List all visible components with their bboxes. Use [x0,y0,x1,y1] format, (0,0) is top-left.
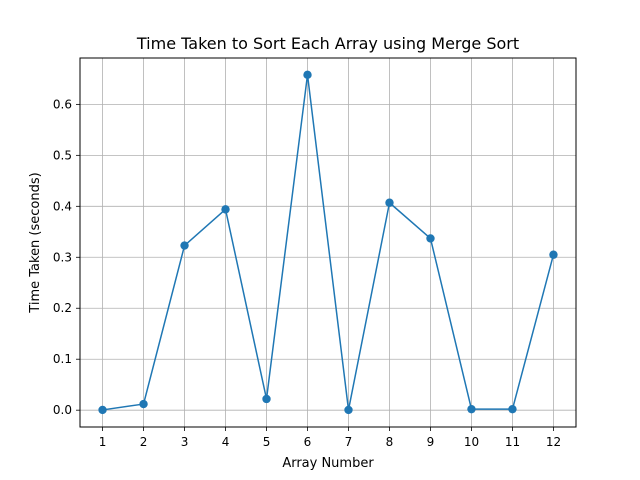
data-point-marker [549,250,558,259]
tick-layer: 1 2 3 4 5 6 7 8 9 10 11 120.00.10.20.30.40.50.6 [53,97,561,449]
y-tick-label: 0.0 [53,403,72,417]
x-tick-label: 11 [505,435,520,449]
x-tick-label: 1 [99,435,107,449]
x-tick-label: 9 [427,435,435,449]
y-tick-label: 0.3 [53,250,72,264]
data-point-marker [98,405,107,415]
data-point-marker [262,394,271,404]
series-line [102,74,555,411]
data-point-marker [180,241,189,250]
y-tick-label: 0.1 [53,352,72,366]
x-tick-label: 3 [181,435,189,449]
x-tick-label: 10 [464,435,479,449]
plot-frame [79,57,577,428]
x-tick-label: 12 [546,435,561,449]
grid-layer [80,58,576,427]
data-point-marker [344,405,353,415]
data-point-marker [508,404,517,414]
y-tick-label: 0.5 [53,148,72,162]
x-tick-label: 5 [263,435,271,449]
y-tick-label: 0.6 [53,97,72,111]
chart-title: Time Taken to Sort Each Array using Merg… [136,34,519,53]
y-axis-label: Time Taken (seconds) [28,172,43,313]
x-tick-label: 7 [345,435,353,449]
x-tick-label: 2 [140,435,148,449]
y-tick-label: 0.2 [53,301,72,315]
data-point-marker [467,404,476,414]
data-point-marker [139,399,148,409]
data-point-marker [221,205,230,214]
series-layer [98,70,558,415]
y-tick-label: 0.4 [53,199,72,213]
data-point-marker [426,234,435,243]
x-tick-label: 4 [222,435,230,449]
x-axis-label: Array Number [282,456,374,471]
data-point-marker [303,70,312,80]
x-tick-label: 8 [386,435,394,449]
data-point-marker [385,198,394,207]
x-tick-label: 6 [304,435,312,449]
